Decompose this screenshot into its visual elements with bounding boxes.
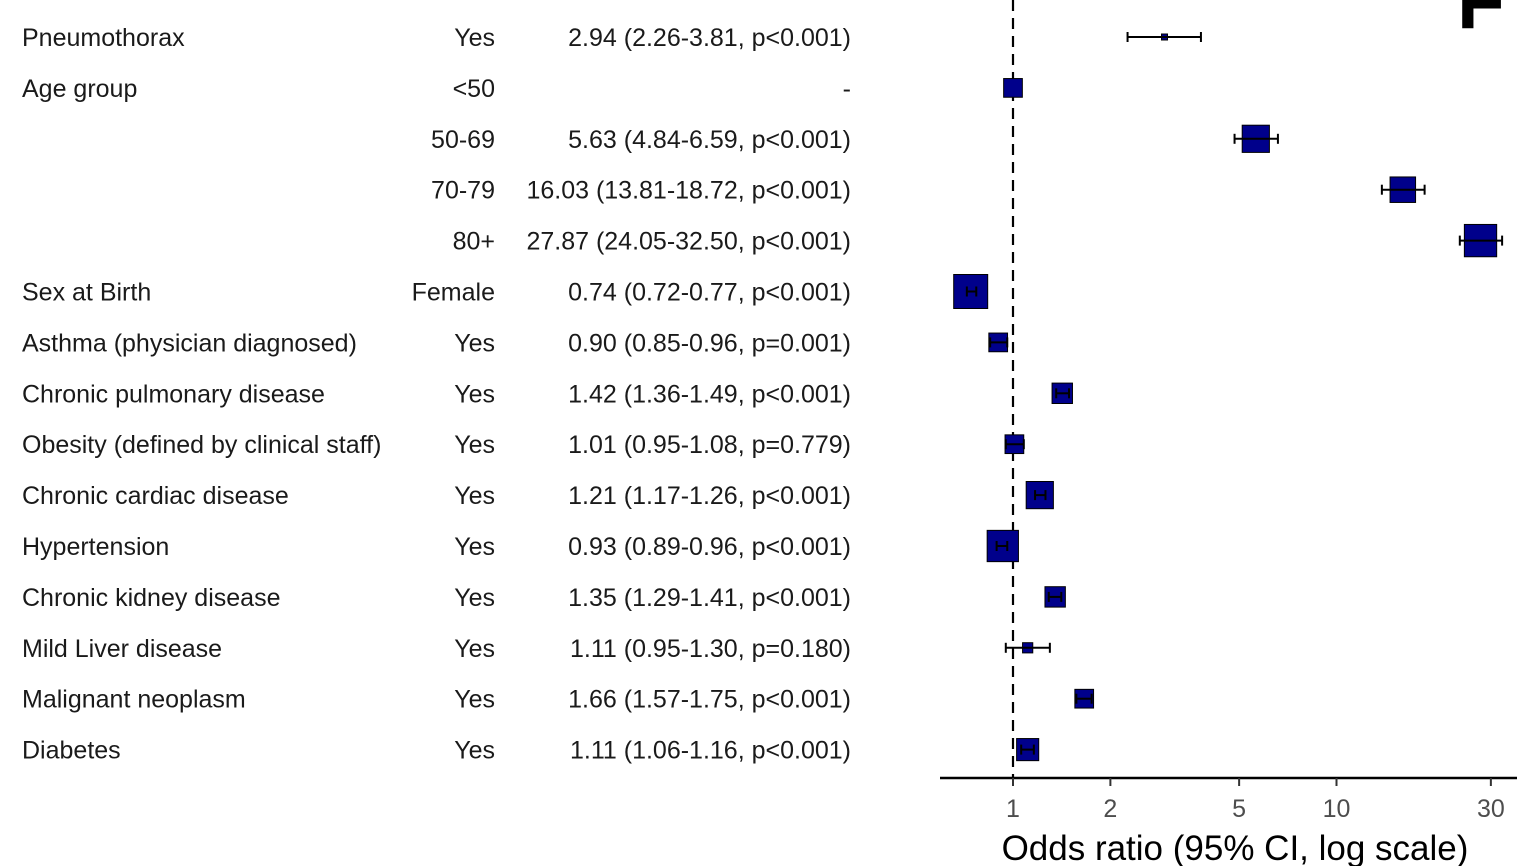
row-or-text: 27.87 (24.05-32.50, p<0.001) (526, 228, 851, 256)
x-tick-label: 2 (1103, 795, 1117, 823)
forest-row (1025, 481, 1054, 510)
row-or-text: 2.94 (2.26-3.81, p<0.001) (568, 24, 851, 52)
row-variable-label: Pneumothorax (22, 24, 185, 52)
row-level-label: Yes (454, 686, 495, 714)
forest-row (1003, 78, 1023, 98)
row-or-text: - (843, 75, 851, 103)
row-level-label: 50-69 (431, 126, 495, 154)
row-level-label: Yes (454, 584, 495, 612)
row-level-label: Yes (454, 329, 495, 357)
row-or-text: 0.74 (0.72-0.77, p<0.001) (568, 279, 851, 307)
row-or-text: 1.66 (1.57-1.75, p<0.001) (568, 686, 851, 714)
table-row: Obesity (defined by clinical staff) Yes 1.… (22, 431, 851, 459)
forest-row (1126, 32, 1202, 42)
row-level-label: Yes (454, 24, 495, 52)
table-row: Mild Liver disease Yes 1.11 (0.95-1.30, p=… (22, 635, 851, 663)
table-row: Chronic kidney disease Yes 1.35 (1.29-1.41… (22, 584, 851, 612)
forest-row (1004, 434, 1025, 455)
row-variable-label: Chronic cardiac disease (22, 482, 289, 510)
row-or-text: 1.01 (0.95-1.08, p=0.779) (568, 431, 851, 459)
x-tick-label: 10 (1323, 795, 1351, 823)
table-row: Age group <50 - (22, 75, 851, 103)
forest-row (1380, 176, 1426, 203)
plot-area (953, 0, 1504, 778)
row-or-text: 0.93 (0.89-0.96, p<0.001) (568, 533, 851, 561)
row-variable-label: Sex at Birth (22, 279, 151, 307)
row-variable-label: Chronic kidney disease (22, 584, 280, 612)
forest-row (953, 274, 989, 309)
x-axis: 1 2 5 10 30 (940, 776, 1517, 823)
row-variable-label: Hypertension (22, 533, 169, 561)
table-row: 80+ 27.87 (24.05-32.50, p<0.001) (453, 228, 851, 256)
row-or-text: 5.63 (4.84-6.59, p<0.001) (568, 126, 851, 154)
table-row: Diabetes Yes 1.11 (1.06-1.16, p<0.001) (22, 737, 851, 765)
row-or-text: 1.11 (0.95-1.30, p=0.180) (570, 635, 851, 663)
row-or-text: 1.35 (1.29-1.41, p<0.001) (568, 584, 851, 612)
row-level-label: Yes (454, 737, 495, 765)
forest-row (1074, 688, 1095, 709)
row-level-label: Yes (454, 533, 495, 561)
table-row: 70-79 16.03 (13.81-18.72, p<0.001) (431, 177, 851, 205)
x-tick-label: 1 (1006, 795, 1020, 823)
row-labels: Pneumothorax Yes 2.94 (2.26-3.81, p<0.001)… (22, 24, 851, 765)
x-axis-title: Odds ratio (95% CI, log scale) (1002, 829, 1469, 866)
row-level-label: Female (412, 279, 495, 307)
row-or-text: 1.21 (1.17-1.26, p<0.001) (568, 482, 851, 510)
row-or-text: 0.90 (0.85-0.96, p=0.001) (568, 329, 851, 357)
panel-letter: F (1457, 0, 1505, 45)
table-row: Pneumothorax Yes 2.94 (2.26-3.81, p<0.001) (22, 24, 851, 52)
row-level-label: 80+ (453, 228, 495, 256)
row-variable-label: Malignant neoplasm (22, 686, 246, 714)
forest-row (1016, 738, 1040, 762)
forest-row (1458, 223, 1504, 258)
row-or-text: 1.11 (1.06-1.16, p<0.001) (570, 737, 851, 765)
forest-row (988, 332, 1009, 353)
forest-row (1233, 124, 1279, 153)
row-variable-label: Chronic pulmonary disease (22, 380, 325, 408)
forest-row (1004, 642, 1051, 654)
row-variable-label: Mild Liver disease (22, 635, 222, 663)
table-row: Asthma (physician diagnosed) Yes 0.90 (0.8… (22, 329, 851, 357)
x-tick-label: 5 (1232, 795, 1246, 823)
table-row: Hypertension Yes 0.93 (0.89-0.96, p<0.001) (22, 533, 851, 561)
row-level-label: Yes (454, 482, 495, 510)
row-variable-label: Age group (22, 75, 137, 103)
row-variable-label: Diabetes (22, 737, 121, 765)
forest-row (1044, 586, 1066, 608)
table-row: Chronic pulmonary disease Yes 1.42 (1.36-1… (22, 380, 851, 408)
forest-row (986, 529, 1019, 563)
table-row: Chronic cardiac disease Yes 1.21 (1.17-1.2… (22, 482, 851, 510)
forest-row (1051, 382, 1073, 405)
row-level-label: Yes (454, 635, 495, 663)
table-row: 50-69 5.63 (4.84-6.59, p<0.001) (431, 126, 851, 154)
row-level-label: Yes (454, 431, 495, 459)
row-level-label: Yes (454, 380, 495, 408)
table-row: Sex at Birth Female 0.74 (0.72-0.77, p<0.0… (22, 279, 851, 307)
or-marker (1003, 78, 1023, 98)
row-variable-label: Asthma (physician diagnosed) (22, 329, 357, 357)
row-level-label: <50 (453, 75, 495, 103)
row-or-text: 16.03 (13.81-18.72, p<0.001) (526, 177, 851, 205)
x-tick-label: 30 (1477, 795, 1505, 823)
table-row: Malignant neoplasm Yes 1.66 (1.57-1.75, p<… (22, 686, 851, 714)
row-level-label: 70-79 (431, 177, 495, 205)
row-or-text: 1.42 (1.36-1.49, p<0.001) (568, 380, 851, 408)
row-variable-label: Obesity (defined by clinical staff) (22, 431, 381, 459)
